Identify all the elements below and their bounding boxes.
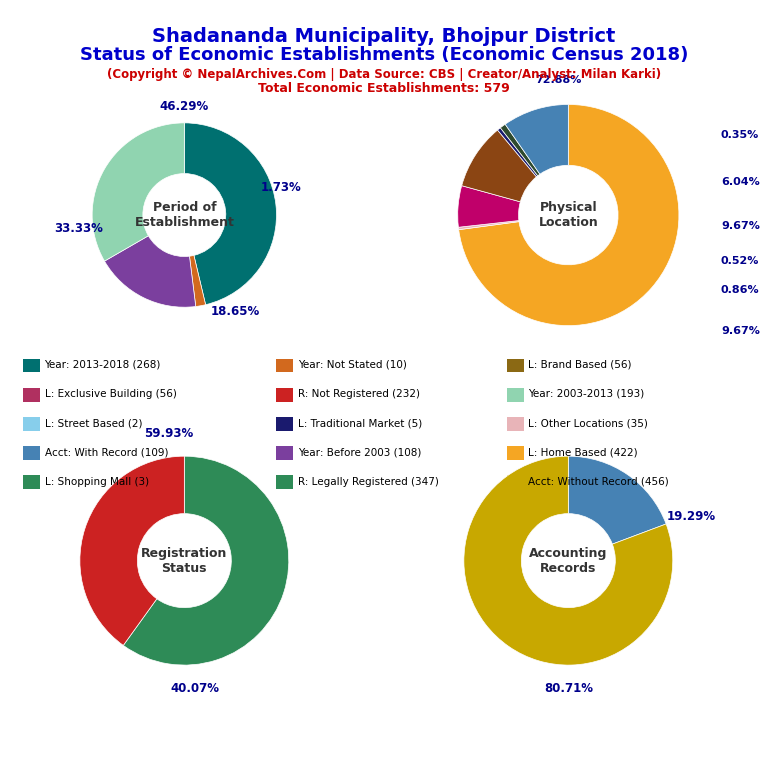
Wedge shape — [104, 236, 196, 307]
Bar — [276, 359, 293, 372]
Bar — [276, 475, 293, 489]
Text: 40.07%: 40.07% — [170, 681, 220, 694]
Text: 1.73%: 1.73% — [260, 181, 302, 194]
Wedge shape — [462, 130, 537, 202]
Bar — [507, 475, 524, 489]
Wedge shape — [458, 104, 679, 326]
Text: 6.04%: 6.04% — [721, 177, 760, 187]
Text: Physical
Location: Physical Location — [538, 201, 598, 229]
Wedge shape — [92, 123, 184, 261]
Text: 0.35%: 0.35% — [721, 131, 760, 141]
Text: Year: Before 2003 (108): Year: Before 2003 (108) — [298, 447, 422, 458]
Text: R: Legally Registered (347): R: Legally Registered (347) — [298, 476, 439, 487]
Bar — [276, 417, 293, 431]
Text: (Copyright © NepalArchives.Com | Data Source: CBS | Creator/Analyst: Milan Karki: (Copyright © NepalArchives.Com | Data So… — [107, 68, 661, 81]
Wedge shape — [80, 456, 184, 645]
Text: Accounting
Records: Accounting Records — [529, 547, 607, 574]
Text: 72.88%: 72.88% — [535, 75, 581, 85]
Bar — [23, 359, 40, 372]
Text: Year: Not Stated (10): Year: Not Stated (10) — [298, 359, 407, 370]
Bar — [23, 388, 40, 402]
Text: Total Economic Establishments: 579: Total Economic Establishments: 579 — [258, 82, 510, 95]
Text: L: Traditional Market (5): L: Traditional Market (5) — [298, 418, 422, 429]
Text: 33.33%: 33.33% — [54, 223, 103, 235]
Text: Year: 2003-2013 (193): Year: 2003-2013 (193) — [528, 389, 644, 399]
Text: Shadananda Municipality, Bhojpur District: Shadananda Municipality, Bhojpur Distric… — [152, 27, 616, 46]
Bar — [276, 388, 293, 402]
Wedge shape — [501, 124, 540, 176]
Text: 0.52%: 0.52% — [721, 257, 760, 266]
Text: 80.71%: 80.71% — [544, 681, 593, 694]
Wedge shape — [464, 456, 673, 665]
Bar — [23, 475, 40, 489]
Text: 9.67%: 9.67% — [721, 326, 760, 336]
Text: 19.29%: 19.29% — [667, 510, 716, 523]
Bar — [23, 417, 40, 431]
Text: 18.65%: 18.65% — [210, 306, 260, 318]
Text: Status of Economic Establishments (Economic Census 2018): Status of Economic Establishments (Econo… — [80, 46, 688, 64]
Wedge shape — [190, 256, 206, 306]
Wedge shape — [568, 456, 666, 545]
Wedge shape — [184, 123, 276, 305]
Text: L: Other Locations (35): L: Other Locations (35) — [528, 418, 648, 429]
Wedge shape — [124, 456, 289, 665]
Wedge shape — [498, 127, 538, 177]
Bar — [276, 446, 293, 460]
Wedge shape — [458, 220, 519, 230]
Text: 0.86%: 0.86% — [721, 285, 760, 295]
Bar — [23, 446, 40, 460]
Text: Acct: Without Record (456): Acct: Without Record (456) — [528, 476, 669, 487]
Text: Registration
Status: Registration Status — [141, 547, 227, 574]
Text: L: Brand Based (56): L: Brand Based (56) — [528, 359, 632, 370]
Bar — [507, 359, 524, 372]
Bar — [507, 446, 524, 460]
Text: R: Not Registered (232): R: Not Registered (232) — [298, 389, 420, 399]
Text: Acct: With Record (109): Acct: With Record (109) — [45, 447, 168, 458]
Text: L: Home Based (422): L: Home Based (422) — [528, 447, 638, 458]
Text: Year: 2013-2018 (268): Year: 2013-2018 (268) — [45, 359, 161, 370]
Text: 59.93%: 59.93% — [144, 427, 194, 440]
Text: L: Shopping Mall (3): L: Shopping Mall (3) — [45, 476, 149, 487]
Bar — [507, 388, 524, 402]
Text: 46.29%: 46.29% — [160, 100, 209, 113]
Text: Period of
Establishment: Period of Establishment — [134, 201, 234, 229]
Text: L: Exclusive Building (56): L: Exclusive Building (56) — [45, 389, 177, 399]
Text: 9.67%: 9.67% — [721, 221, 760, 231]
Wedge shape — [505, 104, 568, 174]
Bar — [507, 417, 524, 431]
Wedge shape — [458, 186, 521, 227]
Text: L: Street Based (2): L: Street Based (2) — [45, 418, 142, 429]
